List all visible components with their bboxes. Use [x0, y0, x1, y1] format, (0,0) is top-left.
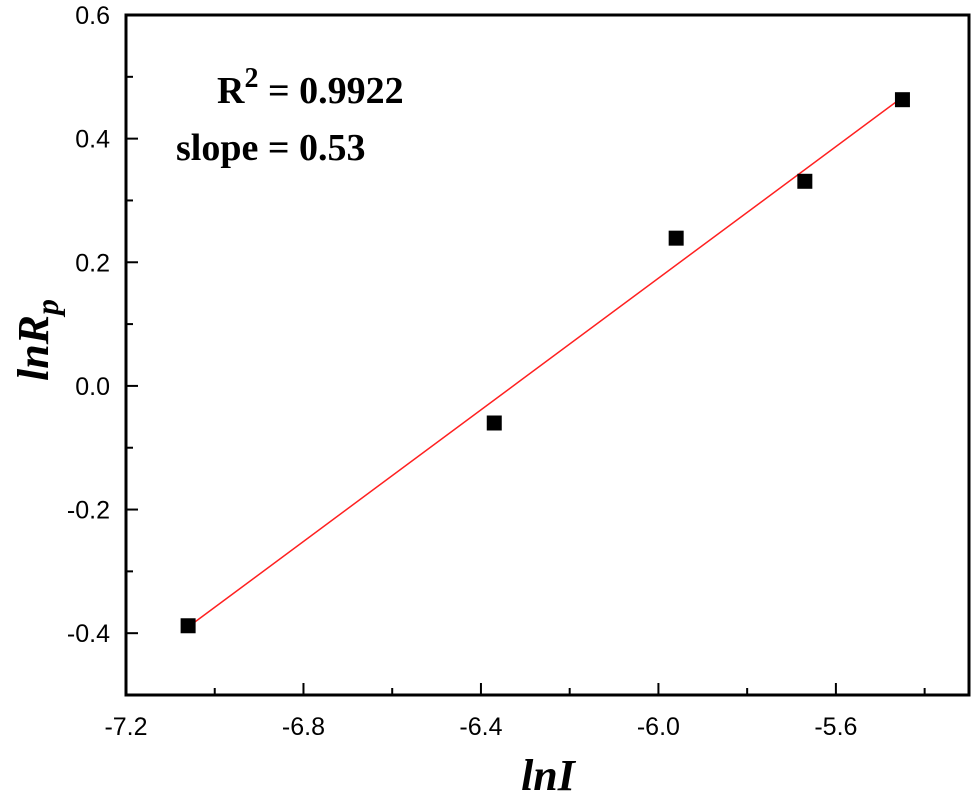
fit-line — [187, 96, 903, 628]
x-tick-label: -7.2 — [104, 713, 147, 741]
x-axis-ticks: -7.2 -6.8 -6.4 -6.0 -5.6 — [104, 683, 926, 741]
y-axis-title: lnRp — [9, 299, 65, 381]
x-tick-label: -6.8 — [282, 713, 325, 741]
linear-fit-line — [187, 96, 903, 628]
x-tick-label: -5.6 — [814, 713, 857, 741]
y-tick-label: 0.4 — [75, 126, 110, 154]
y-axis-ticks: -0.4 -0.2 0.0 0.2 0.4 0.6 — [67, 2, 138, 648]
data-point-square — [894, 92, 910, 108]
slope-annotation: slope = 0.53 — [176, 127, 366, 169]
y-tick-label: 0.2 — [75, 249, 110, 277]
x-tick-label: -6.0 — [637, 713, 680, 741]
x-axis-title: lnI — [521, 751, 577, 800]
y-tick-label: -0.4 — [67, 620, 110, 648]
data-point-square — [486, 415, 502, 431]
x-tick-label: -6.4 — [459, 713, 502, 741]
data-points — [180, 92, 910, 634]
data-point-square — [668, 230, 684, 246]
plot-border — [124, 13, 971, 697]
data-point-square — [797, 173, 813, 189]
data-point-square — [180, 618, 196, 634]
r2-annotation: R2 = 0.9922 — [217, 63, 404, 112]
y-tick-label: 0.6 — [75, 2, 110, 30]
y-tick-label: -0.2 — [67, 497, 110, 525]
plot-frame — [124, 13, 971, 697]
y-tick-label: 0.0 — [75, 373, 110, 401]
